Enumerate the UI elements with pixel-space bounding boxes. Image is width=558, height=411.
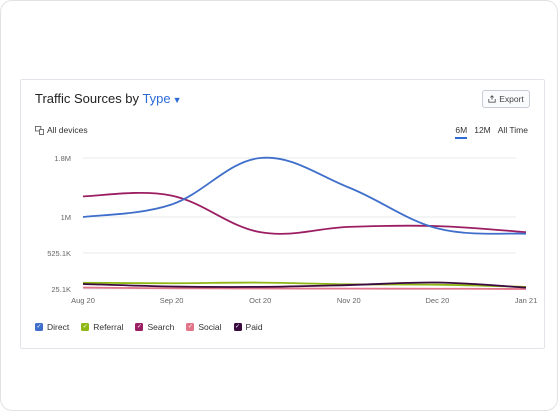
chart-legend: ✓ Direct ✓ Referral ✓ Search ✓ Social ✓ Paid [35, 322, 263, 332]
x-tick-label: Nov 20 [337, 296, 361, 305]
checkbox-icon: ✓ [81, 323, 90, 331]
tab-12m[interactable]: 12M [474, 125, 491, 135]
series-line-paid [82, 281, 527, 289]
widget-title: Traffic Sources by Type ▼ [35, 91, 182, 106]
legend-item-search[interactable]: ✓ Search [135, 322, 174, 332]
legend-label: Referral [93, 322, 124, 332]
legend-label: Social [198, 322, 222, 332]
x-tick-label: Sep 20 [160, 296, 184, 305]
devices-label: All devices [47, 125, 88, 135]
chevron-down-icon: ▼ [172, 95, 182, 105]
y-tick-label: 525.1K [47, 249, 71, 258]
checkbox-icon: ✓ [186, 323, 195, 331]
x-tick-label: Oct 20 [249, 296, 271, 305]
export-button[interactable]: Export [482, 90, 530, 108]
x-tick-label: Aug 20 [71, 296, 95, 305]
time-range-tabs: 6M 12M All Time [455, 125, 528, 139]
legend-label: Direct [47, 322, 70, 332]
series-line-referral [82, 281, 527, 288]
legend-item-social[interactable]: ✓ Social [186, 322, 222, 332]
export-label: Export [499, 94, 524, 104]
y-tick-label: 1.8M [54, 154, 71, 163]
legend-label: Search [147, 322, 175, 332]
legend-item-direct[interactable]: ✓ Direct [35, 322, 69, 332]
series-line-social [82, 286, 527, 290]
type-dropdown-label: Type [142, 91, 171, 106]
series-line-search [82, 192, 527, 235]
checkbox-icon: ✓ [233, 323, 242, 331]
checkbox-icon: ✓ [135, 323, 144, 331]
tab-all-time[interactable]: All Time [497, 125, 528, 135]
y-tick-label: 25.1K [51, 285, 71, 294]
title-prefix: Traffic Sources by [35, 91, 140, 106]
x-tick-label: Dec 20 [426, 296, 450, 305]
checkbox-icon: ✓ [35, 323, 43, 331]
legend-item-referral[interactable]: ✓ Referral [81, 322, 123, 332]
x-tick-label: Jan 21 [515, 296, 538, 305]
export-icon [488, 95, 496, 103]
devices-selector[interactable]: All devices [35, 125, 88, 135]
legend-item-paid[interactable]: ✓ Paid [233, 322, 263, 332]
legend-label: Paid [245, 322, 263, 332]
type-dropdown[interactable]: Type ▼ [142, 91, 181, 106]
traffic-sources-widget: Traffic Sources by Type ▼ Export All devi… [20, 79, 545, 349]
y-tick-label: 1M [61, 213, 71, 222]
series-line-direct [82, 156, 527, 235]
tab-6m[interactable]: 6M [455, 125, 468, 139]
devices-icon [35, 125, 44, 135]
